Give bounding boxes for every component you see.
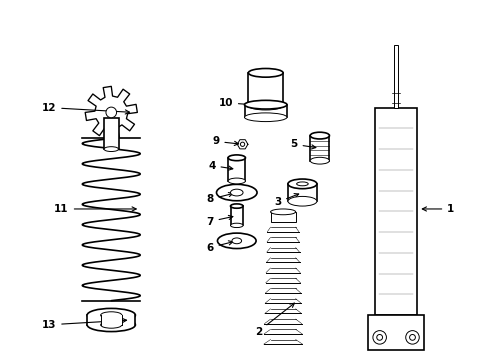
Circle shape	[106, 107, 116, 118]
Bar	[374, 108, 416, 315]
Text: 1: 1	[422, 204, 453, 214]
Circle shape	[376, 334, 382, 340]
Text: 2: 2	[254, 303, 294, 337]
Bar	[393, 45, 397, 108]
Ellipse shape	[296, 182, 307, 186]
Text: 7: 7	[206, 215, 232, 226]
Circle shape	[372, 330, 386, 344]
Ellipse shape	[87, 309, 135, 322]
Ellipse shape	[227, 155, 245, 161]
Ellipse shape	[287, 197, 316, 206]
Text: 8: 8	[206, 193, 232, 204]
Text: 3: 3	[273, 194, 298, 207]
Bar	[104, 118, 118, 149]
Ellipse shape	[230, 204, 243, 208]
Text: 10: 10	[218, 98, 261, 108]
Bar	[270, 212, 295, 221]
Text: 6: 6	[206, 241, 232, 253]
Text: 4: 4	[208, 161, 232, 171]
Ellipse shape	[309, 157, 329, 164]
Bar	[287, 184, 316, 201]
Ellipse shape	[231, 238, 241, 244]
Bar	[227, 158, 245, 181]
Text: 13: 13	[41, 318, 126, 330]
Circle shape	[405, 330, 418, 344]
Text: 12: 12	[41, 103, 129, 114]
Ellipse shape	[101, 321, 122, 328]
Ellipse shape	[244, 100, 286, 109]
Bar	[87, 315, 135, 325]
Text: 5: 5	[290, 139, 315, 149]
Bar	[244, 105, 286, 117]
Bar	[309, 136, 329, 161]
Bar	[248, 73, 283, 105]
Ellipse shape	[227, 178, 245, 184]
Ellipse shape	[230, 223, 243, 228]
Ellipse shape	[309, 132, 329, 139]
Bar	[367, 315, 423, 350]
Ellipse shape	[244, 113, 286, 122]
Ellipse shape	[248, 101, 283, 110]
Ellipse shape	[270, 209, 295, 215]
Ellipse shape	[87, 318, 135, 332]
Ellipse shape	[101, 312, 122, 319]
Ellipse shape	[248, 68, 283, 77]
Ellipse shape	[230, 189, 243, 196]
Circle shape	[409, 334, 414, 340]
Ellipse shape	[216, 184, 257, 201]
Text: 9: 9	[212, 136, 238, 147]
Ellipse shape	[104, 147, 118, 152]
Circle shape	[240, 142, 244, 147]
Bar	[230, 206, 243, 225]
Bar	[101, 315, 122, 325]
Ellipse shape	[287, 179, 316, 189]
Text: 11: 11	[54, 204, 136, 214]
Ellipse shape	[217, 233, 256, 248]
